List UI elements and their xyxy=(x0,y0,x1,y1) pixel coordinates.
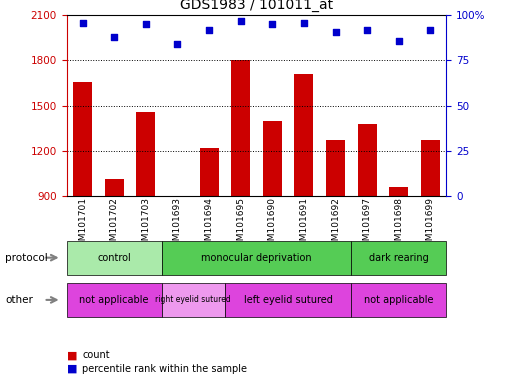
Point xyxy=(331,28,340,35)
Text: percentile rank within the sample: percentile rank within the sample xyxy=(82,364,247,374)
Text: dark rearing: dark rearing xyxy=(369,253,429,263)
Bar xyxy=(421,140,440,196)
Bar xyxy=(73,81,92,196)
Point xyxy=(268,22,277,28)
Bar xyxy=(326,140,345,196)
Text: monocular deprivation: monocular deprivation xyxy=(201,253,312,263)
Text: not applicable: not applicable xyxy=(80,295,149,305)
Bar xyxy=(294,74,313,196)
Point xyxy=(110,34,118,40)
Text: protocol: protocol xyxy=(5,253,48,263)
Point xyxy=(236,18,245,24)
Point xyxy=(205,27,213,33)
Bar xyxy=(168,196,187,199)
Point xyxy=(78,20,87,26)
Text: ■: ■ xyxy=(67,364,77,374)
Bar xyxy=(200,148,219,196)
Text: other: other xyxy=(5,295,33,305)
Point xyxy=(394,38,403,44)
Point xyxy=(173,41,182,47)
Bar xyxy=(263,121,282,196)
Text: right eyelid sutured: right eyelid sutured xyxy=(155,295,231,305)
Bar xyxy=(105,179,124,196)
Point xyxy=(426,27,435,33)
Point xyxy=(363,27,371,33)
Text: count: count xyxy=(82,350,110,360)
Text: left eyelid sutured: left eyelid sutured xyxy=(244,295,332,305)
Text: control: control xyxy=(97,253,131,263)
Text: not applicable: not applicable xyxy=(364,295,433,305)
Bar xyxy=(358,124,377,196)
Title: GDS1983 / 101011_at: GDS1983 / 101011_at xyxy=(180,0,333,12)
Point xyxy=(142,22,150,28)
Bar xyxy=(136,112,155,196)
Bar xyxy=(231,60,250,196)
Point xyxy=(300,20,308,26)
Bar xyxy=(389,187,408,196)
Text: ■: ■ xyxy=(67,350,77,360)
